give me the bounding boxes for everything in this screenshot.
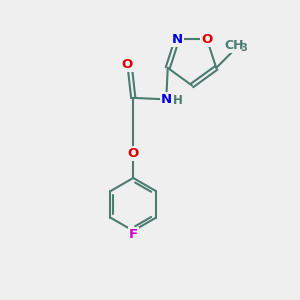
Text: O: O xyxy=(201,33,213,46)
Text: CH: CH xyxy=(224,39,244,52)
Text: H: H xyxy=(173,94,183,107)
Text: O: O xyxy=(128,147,139,160)
Text: N: N xyxy=(171,33,183,46)
Text: F: F xyxy=(129,228,138,241)
Text: 3: 3 xyxy=(241,43,247,53)
Text: O: O xyxy=(122,58,133,71)
Text: N: N xyxy=(161,93,172,106)
